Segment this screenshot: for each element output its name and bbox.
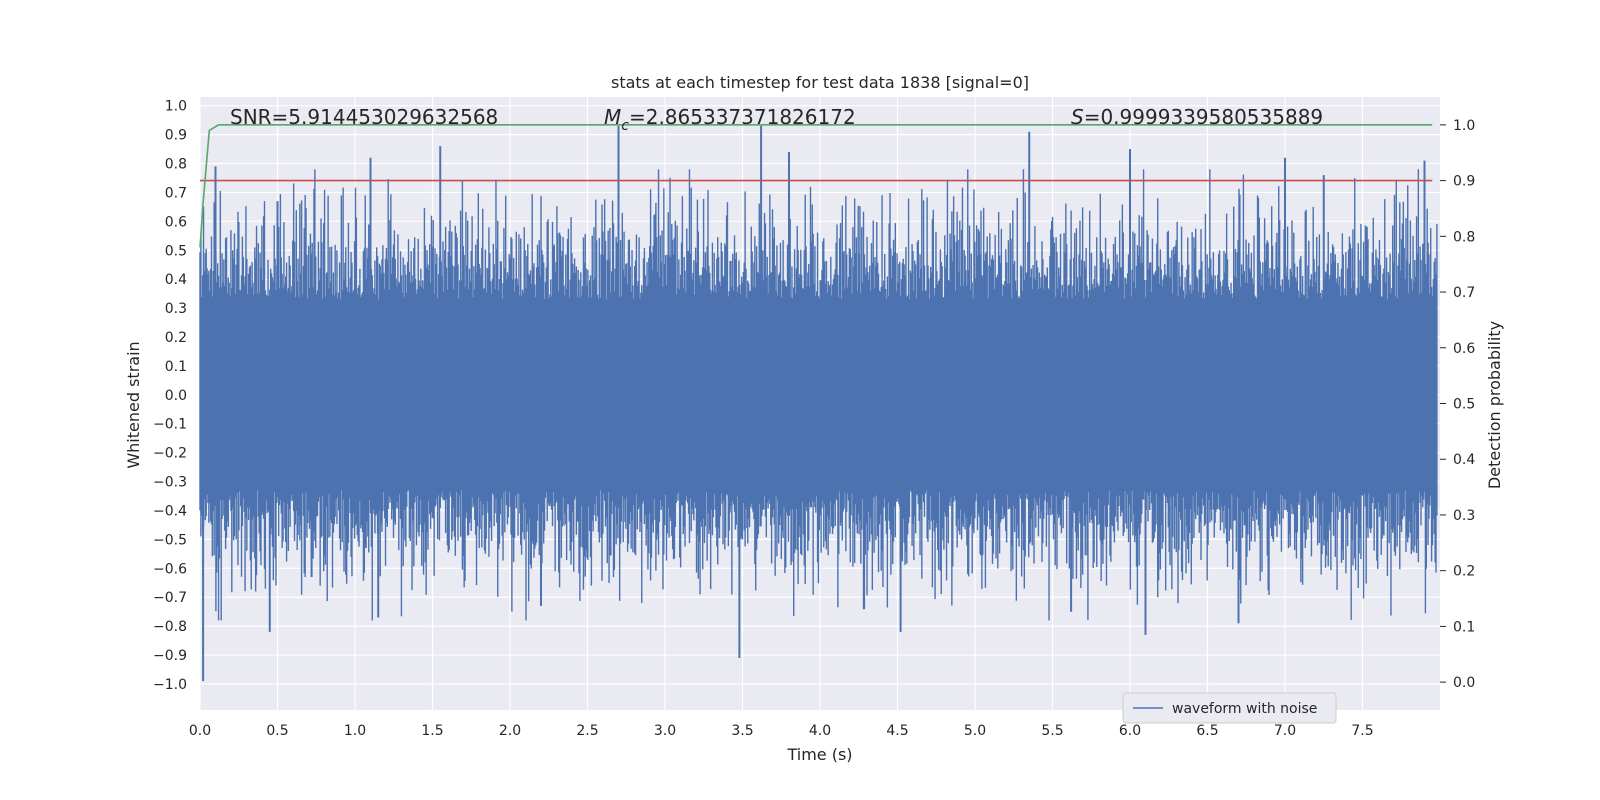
x-axis-label: Time (s) [786,745,852,764]
s-annotation: S=0.9999339580535889 [1071,105,1323,129]
y2-tick-label: 0.3 [1453,508,1475,524]
y-tick-label: 0.0 [165,388,187,404]
x-tick-label: 2.5 [576,723,598,739]
y-tick-label: 0.8 [165,157,187,173]
probability-series [199,124,1433,248]
y2-axis-label: Detection probability [1485,321,1504,489]
y-axis-ticks: 1.0 0.9 0.8 0.7 0.6 0.5 0.4 0.3 0.2 0.1 0.0 −0.1 −0.… [153,99,187,693]
y2-tick-label: 0.5 [1453,397,1475,413]
probability-line [199,124,1433,248]
y-tick-label: −0.5 [153,532,187,548]
y2-tick-label: 0.6 [1453,341,1475,357]
x-tick-label: 3.5 [731,723,753,739]
y-tick-label: −0.4 [153,503,187,519]
y-tick-label: −0.2 [153,446,187,462]
waveform-line [199,169,1438,621]
y-tick-label: 0.5 [165,243,187,259]
legend-box [1122,692,1337,724]
y-tick-label: −0.6 [153,561,187,577]
x-tick-label: 5.5 [1041,723,1063,739]
x-tick-label: 4.0 [809,723,831,739]
x-tick-label: 0.0 [189,723,211,739]
y2-tick-label: 0.8 [1453,229,1475,245]
y2-axis-ticks: 1.0 0.9 0.8 0.7 0.6 0.5 0.4 0.3 0.2 0.1 0.0 [1440,118,1475,691]
x-tick-label: 1.0 [344,723,366,739]
y-tick-label: 0.2 [165,330,187,346]
y2-tick-label: 0.2 [1453,564,1475,580]
y2-tick-label: 0.4 [1453,452,1475,468]
y-tick-label: 0.6 [165,214,187,230]
x-tick-label: 3.0 [654,723,676,739]
y2-tick-label: 0.9 [1453,174,1475,190]
x-tick-label: 6.0 [1119,723,1141,739]
x-tick-label: 7.5 [1351,723,1373,739]
y-tick-label: 1.0 [165,99,187,115]
x-tick-label: 4.5 [886,723,908,739]
x-tick-label: 0.5 [266,723,288,739]
x-tick-label: 6.5 [1196,723,1218,739]
y-tick-label: −0.8 [153,619,187,635]
y-tick-label: 0.3 [165,301,187,317]
mc-annotation: Mc=2.865337371826172 [604,105,856,134]
chart-title: stats at each timestep for test data 183… [611,73,1029,92]
x-tick-label: 7.0 [1274,723,1296,739]
legend-label-waveform: waveform with noise [1172,701,1317,717]
legend: waveform with noise [1122,692,1337,724]
y-tick-label: 0.7 [165,185,187,201]
y-tick-label: −0.3 [153,475,187,491]
x-tick-label: 1.5 [421,723,443,739]
y2-tick-label: 1.0 [1453,118,1475,134]
y2-tick-label: 0.1 [1453,619,1475,635]
snr-annotation: SNR=5.914453029632568 [230,105,498,129]
y-tick-label: 0.9 [165,128,187,144]
x-tick-label: 2.0 [499,723,521,739]
y-tick-label: 0.4 [165,272,187,288]
y-tick-label: −0.9 [153,648,187,664]
y-tick-label: −0.7 [153,590,187,606]
waveform-series [199,125,1438,682]
y-tick-label: −1.0 [153,677,187,693]
y2-tick-label: 0.0 [1453,675,1475,691]
y-axis-label: Whitened strain [124,341,143,468]
y2-tick-label: 0.7 [1453,285,1475,301]
y-tick-label: 0.1 [165,359,187,375]
x-axis-ticks: 0.0 0.5 1.0 1.5 2.0 2.5 3.0 3.5 4.0 4.5 5.0 5.5 6.0 6… [189,723,1374,739]
x-tick-label: 5.0 [964,723,986,739]
y-tick-label: −0.1 [153,417,187,433]
